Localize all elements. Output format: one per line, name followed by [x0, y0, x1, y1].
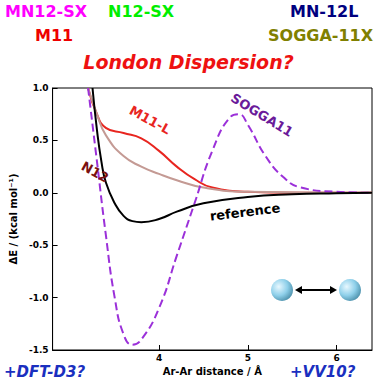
svg-text:4: 4 — [156, 353, 162, 363]
svg-text:N12: N12 — [79, 158, 112, 185]
svg-text:+VV10?: +VV10? — [290, 363, 356, 381]
svg-text:-0.5: -0.5 — [29, 240, 49, 250]
svg-text:5: 5 — [245, 353, 251, 363]
svg-text:SOGGA-11X: SOGGA-11X — [268, 26, 374, 45]
svg-text:1.0: 1.0 — [33, 83, 49, 93]
svg-text:ΔE / (kcal mol⁻¹): ΔE / (kcal mol⁻¹) — [8, 174, 19, 265]
svg-text:0.0: 0.0 — [33, 188, 49, 198]
svg-text:6: 6 — [333, 353, 339, 363]
svg-text:MN12-SX: MN12-SX — [5, 2, 88, 21]
svg-text:MN-12L: MN-12L — [290, 2, 358, 21]
svg-text:N12-SX: N12-SX — [108, 2, 175, 21]
svg-text:-1.0: -1.0 — [29, 293, 49, 303]
svg-text:+DFT-D3?: +DFT-D3? — [4, 363, 85, 381]
svg-text:London Dispersion?: London Dispersion? — [83, 51, 293, 73]
svg-text:SOGGA11: SOGGA11 — [228, 90, 295, 139]
svg-text:0.5: 0.5 — [33, 135, 49, 145]
svg-text:M11-L: M11-L — [127, 103, 173, 138]
svg-text:Ar-Ar distance / Å: Ar-Ar distance / Å — [163, 365, 262, 377]
svg-text:reference: reference — [209, 200, 281, 223]
svg-text:M11: M11 — [35, 26, 73, 45]
svg-text:-1.5: -1.5 — [29, 345, 49, 355]
